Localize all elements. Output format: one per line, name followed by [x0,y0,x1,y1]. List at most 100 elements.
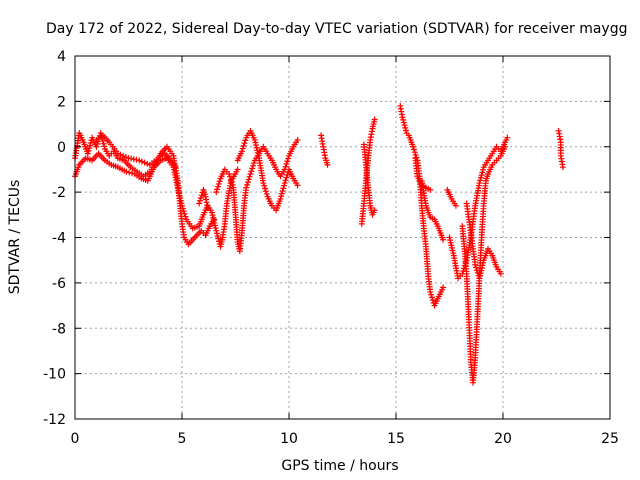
y-tick-label: 0 [57,140,66,156]
data-point [93,143,100,150]
data-point [229,181,236,188]
data-point [281,182,288,189]
data-point [216,178,223,185]
y-tick-label: -8 [52,321,66,337]
data-point [249,165,256,172]
data-point [279,187,286,194]
data-point [227,176,234,183]
data-point [138,158,145,165]
data-point [215,180,222,187]
data-point [182,213,189,220]
data-point [262,185,269,192]
data-point [197,195,204,202]
data-point [282,163,289,170]
x-axis-label: GPS time / hours [281,458,398,474]
data-point [141,159,148,166]
data-point [240,142,247,149]
data-point [402,127,409,134]
x-tick-label: 20 [494,431,512,447]
data-point [86,145,93,152]
y-tick-label: 4 [57,49,66,65]
data-point [172,164,179,171]
data-point [480,166,487,173]
data-point [250,160,257,167]
data-point [204,205,211,212]
data-point [472,261,479,268]
data-point [478,172,485,179]
data-point [428,294,435,301]
data-point [502,143,509,150]
data-point [497,270,504,277]
grid [75,56,610,419]
data-point [239,145,246,152]
data-point [263,190,270,197]
data-point [250,162,257,169]
data-point [243,184,250,191]
data-point [94,141,101,148]
data-point [234,166,241,173]
data-point [181,210,188,217]
data-point [196,200,203,207]
data-points [72,102,566,386]
data-point [238,148,245,155]
y-tick-label: -6 [52,276,66,292]
data-point [283,174,290,181]
data-point [402,124,409,131]
data-point [278,193,285,200]
y-tick-label: -10 [43,367,66,383]
data-point [559,164,566,171]
data-point [278,190,285,197]
data-point [84,150,91,157]
data-point [410,146,417,153]
data-point [215,235,222,242]
data-point [440,284,447,291]
data-point [247,170,254,177]
data-point [277,195,284,202]
data-point [452,202,459,209]
data-point [214,186,221,193]
data-point [248,168,255,175]
data-point [179,202,185,209]
chart-title: Day 172 of 2022, Sidereal Day-to-day VTE… [46,21,628,37]
data-point [294,136,301,143]
x-tick-label: 5 [178,431,187,447]
data-point [473,264,480,271]
data-point [324,161,331,168]
data-point [86,142,93,149]
data-point [427,288,434,295]
data-point [120,152,127,159]
data-point [371,116,378,123]
data-point [228,179,235,186]
data-point [100,140,107,147]
data-point [283,160,290,167]
data-point [281,180,288,187]
data-point [294,182,301,189]
data-point [85,147,92,154]
x-axis: 0 5 10 15 20 25 [71,56,619,447]
data-point [196,197,203,204]
data-point [136,157,143,164]
y-tick-label: 2 [57,94,66,110]
data-point [241,140,248,147]
y-axis: -12 -10 -8 -6 -4 -2 0 2 4 [43,49,610,428]
data-point [180,208,187,215]
data-point [285,155,292,162]
data-point [476,180,483,187]
data-point [179,205,186,212]
data-point [400,119,407,126]
data-point [504,134,511,141]
x-tick-label: 25 [601,431,619,447]
data-point [242,137,249,144]
data-point [429,297,436,304]
y-axis-label: SDTVAR / TECUs [7,180,23,295]
data-point [87,139,94,146]
data-point [440,236,447,243]
data-point [226,170,233,177]
data-point [213,227,220,234]
data-point [244,179,251,186]
data-point [282,177,289,184]
data-point [477,177,484,184]
y-tick-label: -12 [43,412,66,428]
data-point [245,176,252,183]
